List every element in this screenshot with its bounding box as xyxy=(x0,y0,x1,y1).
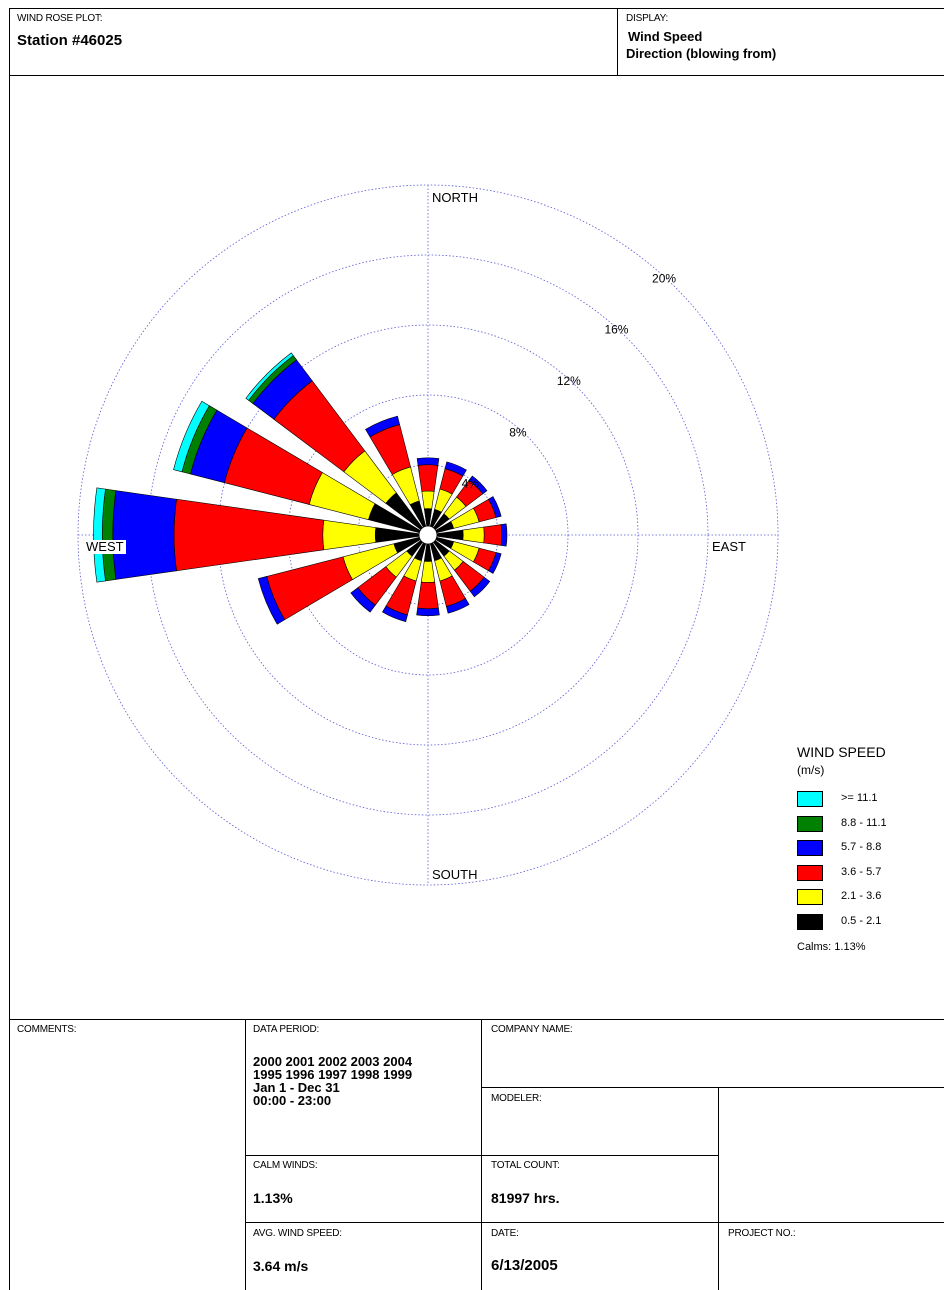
petal-n-bin-3 xyxy=(416,457,440,466)
petal-nne-bin-3 xyxy=(444,461,467,477)
east-label: EAST xyxy=(712,539,746,554)
footer-row-company xyxy=(481,1087,944,1088)
legend-swatch xyxy=(797,840,823,857)
west-label: WEST xyxy=(86,539,124,554)
petal-e-bin-2 xyxy=(483,524,503,546)
petal-sw-bin-3 xyxy=(350,587,376,613)
data-period-line: 1995 1996 1997 1998 1999 xyxy=(253,1067,413,1082)
legend-label: >= 11.1 xyxy=(841,792,878,804)
calm-label: CALM WINDS: xyxy=(253,1160,318,1171)
display-line-1: Wind Speed xyxy=(628,29,703,44)
petal-sse-bin-3 xyxy=(445,598,470,614)
petal-e-bin-1 xyxy=(462,526,485,544)
petal-w-bin-1 xyxy=(322,519,377,551)
plot-label: WIND ROSE PLOT: xyxy=(17,13,103,24)
petal-ese-bin-3 xyxy=(488,552,502,574)
data-period-line: 00:00 - 23:00 xyxy=(253,1093,332,1108)
legend-swatch xyxy=(797,864,823,881)
legend-label: 5.7 - 8.8 xyxy=(841,841,882,854)
modeler-label: MODELER: xyxy=(491,1093,542,1104)
calm-circle xyxy=(418,525,438,545)
calm-value: 1.13% xyxy=(253,1190,293,1206)
total-value: 81997 hrs. xyxy=(491,1190,560,1206)
footer-row-avg xyxy=(245,1222,944,1223)
ring-label: 4% xyxy=(462,477,480,491)
data-period-line: Jan 1 - Dec 31 xyxy=(253,1080,340,1095)
data-period-line: 2000 2001 2002 2003 2004 xyxy=(253,1054,413,1069)
legend-label: 8.8 - 11.1 xyxy=(841,816,887,829)
legend-swatch xyxy=(797,791,823,807)
south-label: SOUTH xyxy=(432,867,478,882)
station-title: Station #46025 xyxy=(17,32,123,49)
petal-ene-bin-3 xyxy=(488,496,502,518)
legend-label: 0.5 - 2.1 xyxy=(841,915,882,927)
avg-value: 3.64 m/s xyxy=(253,1258,309,1274)
frame-left xyxy=(9,8,10,1290)
petal-se-bin-3 xyxy=(469,576,491,598)
legend-label: 2.1 - 3.6 xyxy=(841,890,882,903)
ring-label: 20% xyxy=(652,271,676,285)
date-label: DATE: xyxy=(491,1228,519,1239)
west-label-bg xyxy=(84,540,126,554)
legend-title: WIND SPEED xyxy=(797,744,886,760)
date-value: 6/13/2005 xyxy=(491,1257,558,1274)
petal-w-bin-2 xyxy=(173,498,325,572)
footer-col-2 xyxy=(481,1019,482,1290)
petal-ne-bin-3 xyxy=(468,475,488,495)
data-period-label: DATA PERIOD: xyxy=(253,1024,320,1035)
display-label: DISPLAY: xyxy=(626,13,669,24)
petal-n-bin-2 xyxy=(417,464,439,492)
legend-label: 3.6 - 5.7 xyxy=(841,865,882,878)
footer-col-1 xyxy=(245,1019,246,1290)
petal-wsw-bin-3 xyxy=(257,576,286,625)
header-divider xyxy=(617,8,618,76)
petal-nnw-bin-3 xyxy=(365,415,401,438)
petal-wnw-bin-5 xyxy=(173,400,210,473)
wind-rose-chart: 4% 8% 12% 16% 20% NORTH EAST SOUTH WEST xyxy=(77,184,779,886)
footer-top xyxy=(9,1019,944,1020)
legend-swatch xyxy=(797,914,823,930)
footer-row-calm xyxy=(245,1155,719,1156)
legend-unit: (m/s) xyxy=(797,763,825,777)
petal-ssw-bin-3 xyxy=(382,605,408,623)
north-label: NORTH xyxy=(432,190,478,205)
total-label: TOTAL COUNT: xyxy=(491,1160,560,1171)
petal-w-bin-3 xyxy=(112,490,177,580)
ring-label: 12% xyxy=(557,374,581,388)
ring-label: 16% xyxy=(604,323,628,337)
comments-label: COMMENTS: xyxy=(17,1024,77,1035)
petal-n-bin-0 xyxy=(423,508,433,527)
company-label: COMPANY NAME: xyxy=(491,1024,573,1035)
header-bottom xyxy=(9,75,944,76)
display-line-2: Direction (blowing from) xyxy=(626,46,777,61)
petal-nw-bin-5 xyxy=(245,352,294,401)
petal-s-bin-0 xyxy=(423,543,433,562)
petal-s-bin-3 xyxy=(416,607,440,617)
petal-s-bin-1 xyxy=(420,560,436,583)
petal-s-bin-2 xyxy=(417,581,439,610)
petal-n-bin-1 xyxy=(421,490,435,510)
petal-e-bin-3 xyxy=(500,523,508,547)
legend-swatch xyxy=(797,815,823,832)
calms-text: Calms: 1.13% xyxy=(797,941,866,953)
footer-col-3 xyxy=(718,1087,719,1290)
avg-label: AVG. WIND SPEED: xyxy=(253,1228,342,1239)
data-period-block: 2000 2001 2002 2003 2004 1995 1996 1997 … xyxy=(253,1055,412,1107)
project-label: PROJECT NO.: xyxy=(728,1228,796,1239)
ring-label: 8% xyxy=(509,425,527,439)
frame-top xyxy=(9,8,944,9)
legend-swatch xyxy=(797,889,823,906)
